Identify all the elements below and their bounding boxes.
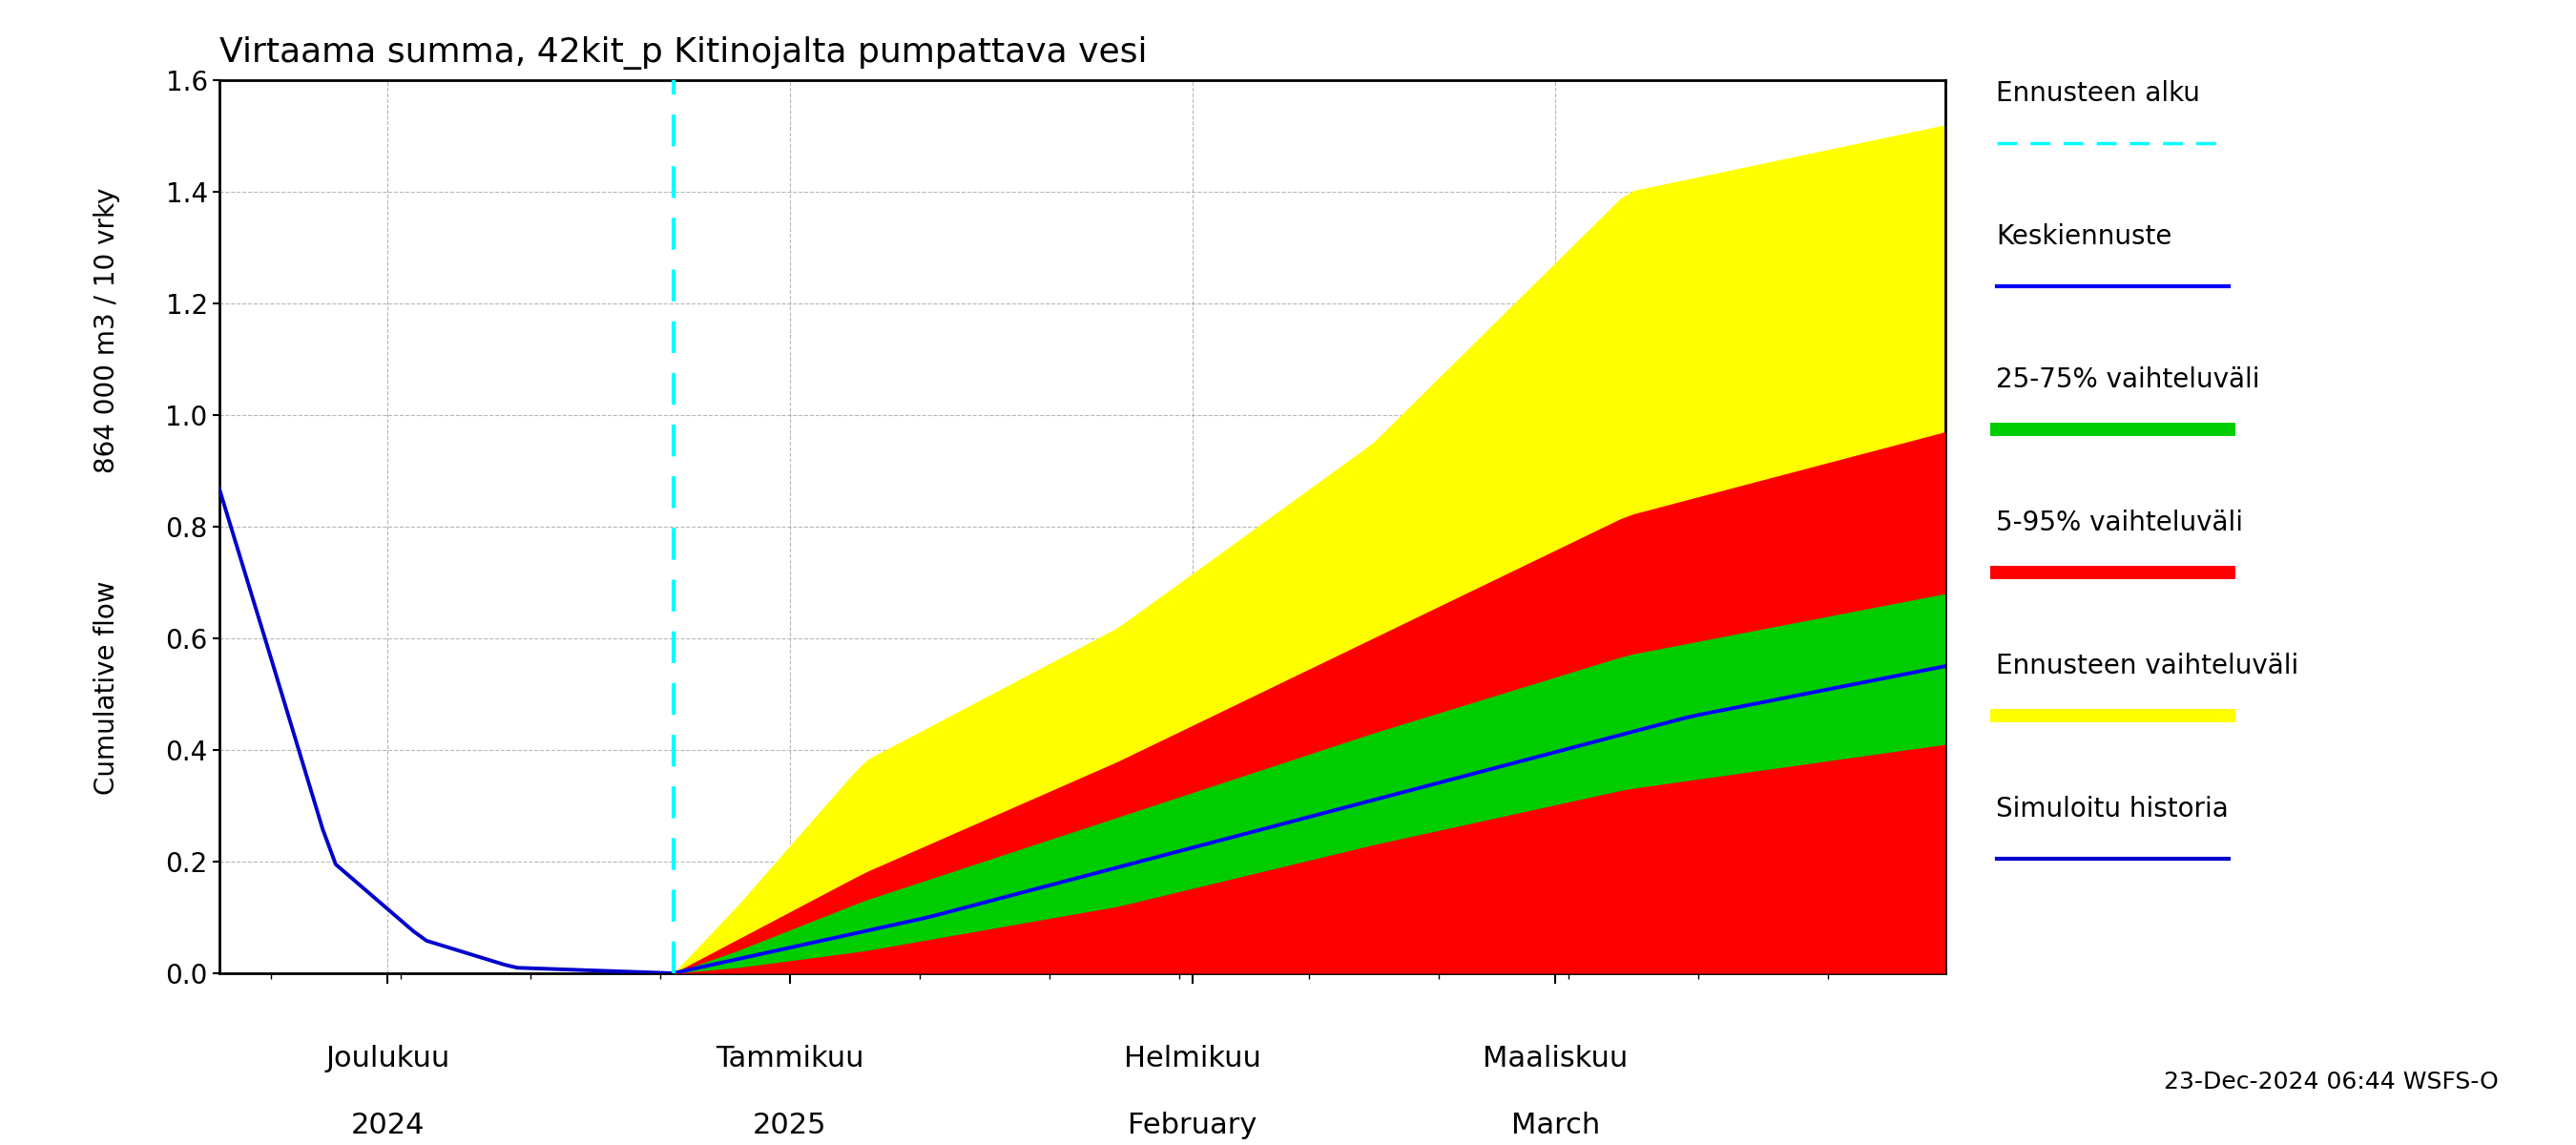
Text: March: March xyxy=(1512,1112,1600,1139)
Text: February: February xyxy=(1128,1112,1257,1139)
Text: Helmikuu: Helmikuu xyxy=(1123,1044,1260,1073)
Text: 864 000 m3 / 10 vrky: 864 000 m3 / 10 vrky xyxy=(93,188,121,473)
Text: 25-75% vaihteluväli: 25-75% vaihteluväli xyxy=(1996,366,2259,393)
Text: 2025: 2025 xyxy=(752,1112,827,1139)
Text: Joulukuu: Joulukuu xyxy=(325,1044,451,1073)
Text: Ennusteen alku: Ennusteen alku xyxy=(1996,80,2200,106)
Text: Keskiennuste: Keskiennuste xyxy=(1996,223,2172,250)
Text: Tammikuu: Tammikuu xyxy=(716,1044,863,1073)
Text: 5-95% vaihteluväli: 5-95% vaihteluväli xyxy=(1996,510,2244,536)
Text: Cumulative flow: Cumulative flow xyxy=(93,581,121,795)
Text: Simuloitu historia: Simuloitu historia xyxy=(1996,796,2228,822)
Text: Ennusteen vaihteluväli: Ennusteen vaihteluväli xyxy=(1996,653,2298,679)
Text: Maaliskuu: Maaliskuu xyxy=(1484,1044,1628,1073)
Text: 23-Dec-2024 06:44 WSFS-O: 23-Dec-2024 06:44 WSFS-O xyxy=(2164,1071,2499,1093)
Text: Virtaama summa, 42kit_p Kitinojalta pumpattava vesi: Virtaama summa, 42kit_p Kitinojalta pump… xyxy=(219,35,1146,69)
Text: 2024: 2024 xyxy=(350,1112,425,1139)
